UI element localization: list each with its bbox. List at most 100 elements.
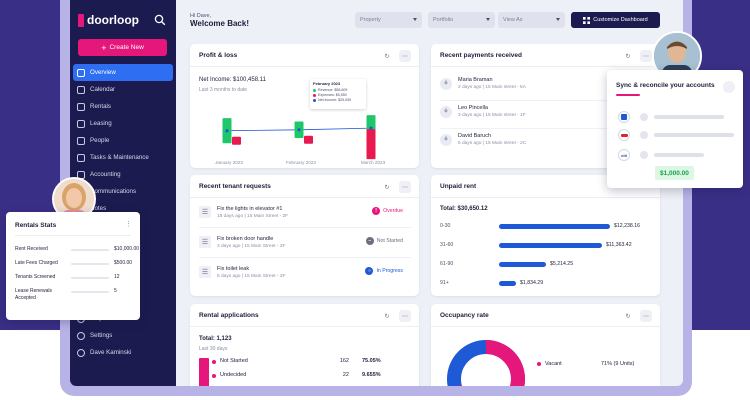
more-icon[interactable]: ⋮ xyxy=(125,221,132,228)
tenant-requests-card: Recent tenant requests ↻ ⋯ ☰ Fix the ligh… xyxy=(190,175,419,296)
sidebar-item-rentals[interactable]: Rentals xyxy=(73,98,173,115)
request-item[interactable]: ☰ Fix broken door handle 3 days ago | 15 M… xyxy=(199,231,411,253)
status-icon: ! xyxy=(372,207,381,215)
request-sub: 3 days ago | 15 Main Street - 2F xyxy=(217,243,286,249)
property-dropdown-label: Property xyxy=(360,17,381,23)
rental-applications-card: Rental applications ↻ ⋯ Total: 1,123 Las… xyxy=(190,304,419,386)
more-icon[interactable]: ⋯ xyxy=(640,310,652,322)
refresh-icon[interactable]: ↻ xyxy=(625,313,631,320)
view-as-dropdown[interactable]: View As xyxy=(498,12,565,28)
net-income-point xyxy=(225,129,229,133)
x-tick-label: March 2023 xyxy=(361,160,386,165)
rentals-stat-row: Rent Received $10,000.00 xyxy=(15,246,139,256)
more-icon[interactable]: ⋯ xyxy=(399,50,411,62)
vacant-label: Vacant xyxy=(545,361,562,367)
payment-text: Maria Braman 2 days ago | 15 Main street … xyxy=(458,77,526,90)
sync-row[interactable]: citi xyxy=(618,149,736,161)
payment-sub: 2 days ago | 15 Main street - 6A xyxy=(458,85,526,90)
payment-item[interactable]: ⚘ David Baruch 5 days ago | 15 Main street… xyxy=(440,133,526,146)
refresh-icon[interactable]: ↻ xyxy=(384,313,390,320)
payment-item[interactable]: ⚘ Maria Braman 2 days ago | 15 Main street… xyxy=(440,77,526,90)
building-icon xyxy=(77,102,85,111)
portfolio-dropdown-label: Portfolio xyxy=(433,17,454,23)
tasks-icon xyxy=(77,153,85,162)
sync-row[interactable] xyxy=(618,129,736,141)
application-status: Undecided xyxy=(220,372,247,378)
sidebar-item-people[interactable]: People xyxy=(73,132,173,149)
sidebar-item-label: Settings xyxy=(90,332,113,339)
welcome-title: Welcome Back! xyxy=(190,19,249,28)
sync-row[interactable] xyxy=(618,111,736,123)
unpaid-range-label: 91+ xyxy=(440,280,449,286)
sidebar-item-overview[interactable]: Overview xyxy=(73,64,173,81)
request-sub: 5 days ago | 15 Main Street - 2F xyxy=(217,273,286,279)
sidebar-item-accounting[interactable]: Accounting xyxy=(73,166,173,183)
arrow-icon xyxy=(640,151,648,159)
rentals-stat-row: Tenants Screened 12 xyxy=(15,274,133,284)
divider xyxy=(199,257,411,258)
request-item[interactable]: ☰ Fix toilet leak 5 days ago | 15 Main Str… xyxy=(199,261,411,283)
request-sub: 18 days ago | 15 Main Street - 2F xyxy=(217,213,289,219)
card-title: Recent payments received xyxy=(440,52,523,59)
payment-item[interactable]: ⚘ Leo Pincella 3 days ago | 15 Main street… xyxy=(440,105,526,118)
more-icon[interactable]: ⋯ xyxy=(640,50,652,62)
net-income-point xyxy=(297,128,301,132)
card-title: Rental applications xyxy=(199,312,259,319)
unpaid-value: $5,214.25 xyxy=(550,261,574,267)
unpaid-row: 91+ $1,834.29 xyxy=(440,280,652,288)
status-badge: ○ In Progress xyxy=(365,267,403,275)
legend-dot-net xyxy=(313,98,316,102)
status-dot xyxy=(212,360,216,364)
payment-name: David Baruch xyxy=(458,133,492,139)
avatar xyxy=(52,177,96,221)
create-new-button[interactable]: + Create New xyxy=(78,39,167,56)
customize-dashboard-label: Customize Dashboard xyxy=(593,17,648,23)
chevron-down-icon xyxy=(413,18,417,21)
logo[interactable]: doorloop xyxy=(78,13,139,27)
app-window: doorloop + Create New Overview Calendar Re… xyxy=(70,0,683,386)
applications-period: Last 30 days xyxy=(199,346,228,352)
application-count: 162 xyxy=(339,358,349,364)
more-icon[interactable]: ⋯ xyxy=(399,181,411,193)
divider xyxy=(190,326,419,327)
sidebar-item-settings[interactable]: Settings xyxy=(73,327,173,344)
legend-dot-expenses xyxy=(313,93,316,97)
sidebar-item-label: Tasks & Maintenance xyxy=(90,154,149,161)
unpaid-range-label: 0-30 xyxy=(440,223,451,229)
payment-name: Leo Pincella xyxy=(458,105,488,111)
arrow-icon xyxy=(640,113,648,121)
more-icon[interactable]: ⋯ xyxy=(399,310,411,322)
request-item[interactable]: ☰ Fix the lights in elevator #1 18 days ag… xyxy=(199,201,411,223)
refresh-icon[interactable]: ↻ xyxy=(625,53,631,60)
request-title: Fix the lights in elevator #1 xyxy=(217,205,283,212)
unpaid-bar xyxy=(499,262,546,267)
refresh-icon[interactable]: ↻ xyxy=(384,184,390,191)
card-title: Profit & loss xyxy=(199,52,238,59)
sync-amount-badge: $1,000.00 xyxy=(655,166,694,180)
rentals-stat-label: Rent Received xyxy=(15,246,48,252)
applications-bar xyxy=(199,358,209,386)
sidebar-item-dave-kaminski[interactable]: Dave Kaminski xyxy=(73,344,173,361)
sidebar-item-label: Accounting xyxy=(90,171,121,178)
status-dot xyxy=(212,374,216,378)
request-title: Fix toilet leak xyxy=(217,265,250,272)
sidebar-item-calendar[interactable]: Calendar xyxy=(73,81,173,98)
refresh-icon[interactable]: ↻ xyxy=(384,53,390,60)
search-icon[interactable] xyxy=(154,14,166,26)
sync-title: Sync & reconcile your accounts xyxy=(616,82,715,89)
divider xyxy=(190,197,419,198)
card-title: Recent tenant requests xyxy=(199,183,271,190)
plus-icon: + xyxy=(101,42,107,53)
sidebar-item-tasks-maintenance[interactable]: Tasks & Maintenance xyxy=(73,149,173,166)
customize-dashboard-button[interactable]: Customize Dashboard xyxy=(571,12,660,28)
portfolio-dropdown[interactable]: Portfolio xyxy=(428,12,495,28)
application-count: 22 xyxy=(342,372,349,378)
payment-sub: 3 days ago | 15 Main street - 1F xyxy=(458,113,526,118)
task-list-icon: ☰ xyxy=(199,266,211,278)
settings-icon[interactable] xyxy=(723,81,735,93)
payment-icon: ⚘ xyxy=(440,105,452,118)
divider xyxy=(431,326,660,327)
property-dropdown[interactable]: Property xyxy=(355,12,422,28)
rentals-stat-value: $10,000.00 xyxy=(114,246,140,252)
sidebar-item-leasing[interactable]: Leasing xyxy=(73,115,173,132)
